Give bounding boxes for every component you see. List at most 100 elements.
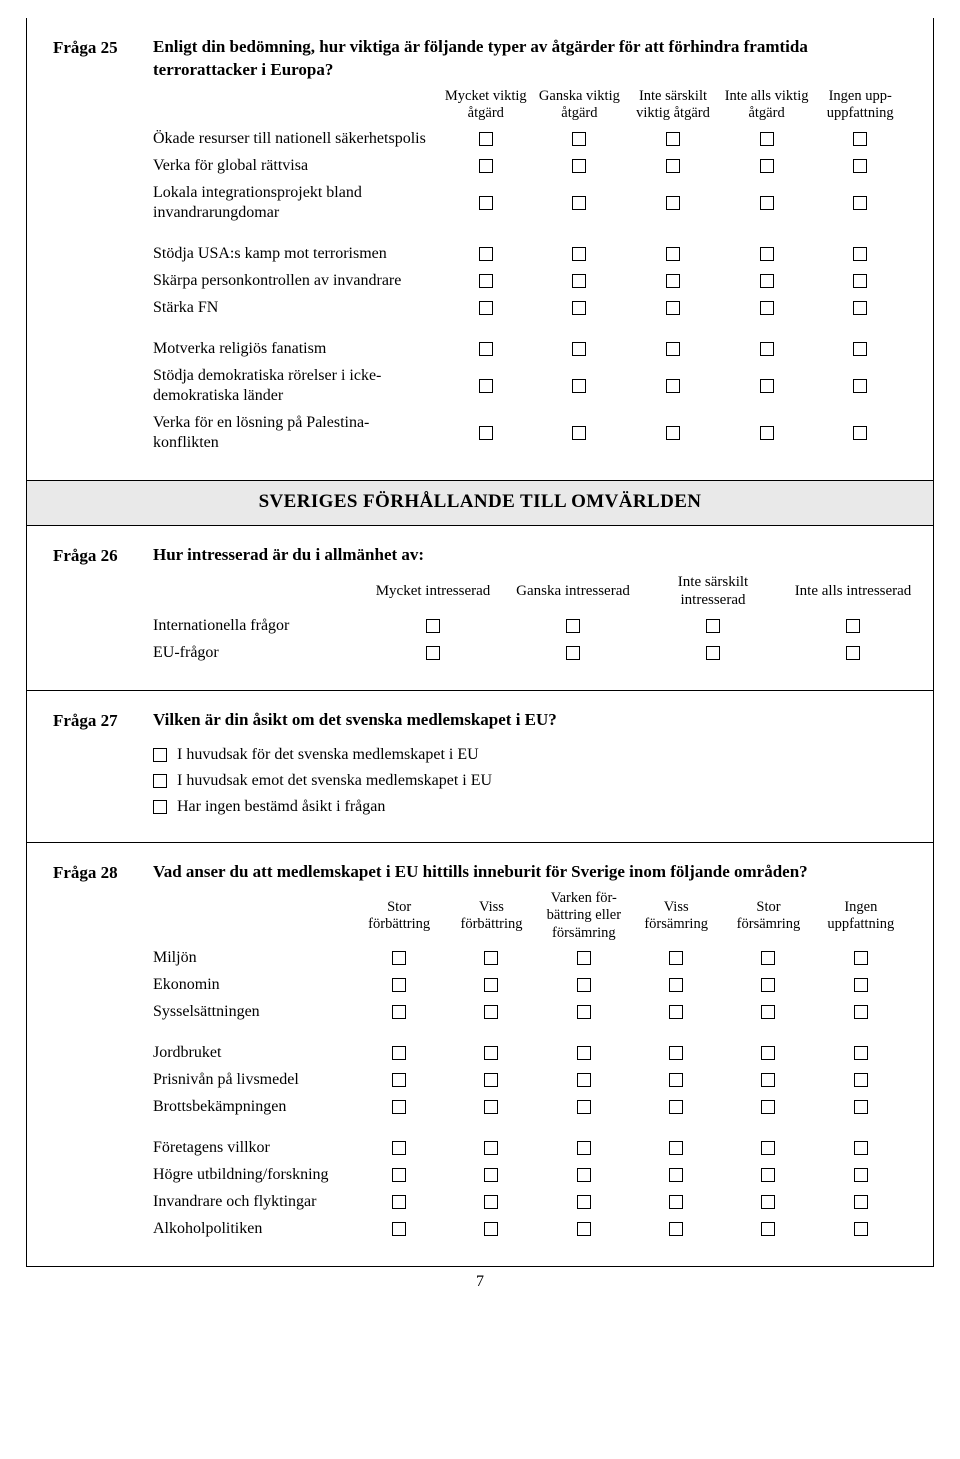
- checkbox[interactable]: [761, 1100, 775, 1114]
- checkbox[interactable]: [484, 1141, 498, 1155]
- checkbox[interactable]: [761, 1222, 775, 1236]
- checkbox[interactable]: [854, 978, 868, 992]
- checkbox[interactable]: [761, 951, 775, 965]
- checkbox[interactable]: [666, 247, 680, 261]
- checkbox[interactable]: [572, 342, 586, 356]
- checkbox[interactable]: [572, 274, 586, 288]
- checkbox[interactable]: [484, 1005, 498, 1019]
- checkbox[interactable]: [669, 1100, 683, 1114]
- checkbox[interactable]: [577, 1222, 591, 1236]
- checkbox[interactable]: [666, 274, 680, 288]
- checkbox[interactable]: [761, 978, 775, 992]
- checkbox[interactable]: [572, 301, 586, 315]
- checkbox[interactable]: [577, 1195, 591, 1209]
- checkbox[interactable]: [572, 247, 586, 261]
- checkbox[interactable]: [566, 619, 580, 633]
- checkbox[interactable]: [572, 379, 586, 393]
- checkbox[interactable]: [846, 619, 860, 633]
- checkbox[interactable]: [761, 1046, 775, 1060]
- checkbox[interactable]: [760, 342, 774, 356]
- checkbox[interactable]: [484, 978, 498, 992]
- checkbox[interactable]: [666, 196, 680, 210]
- checkbox[interactable]: [853, 132, 867, 146]
- checkbox[interactable]: [566, 646, 580, 660]
- checkbox[interactable]: [392, 1100, 406, 1114]
- checkbox[interactable]: [666, 342, 680, 356]
- checkbox[interactable]: [479, 342, 493, 356]
- checkbox[interactable]: [760, 379, 774, 393]
- checkbox[interactable]: [572, 159, 586, 173]
- checkbox[interactable]: [669, 978, 683, 992]
- checkbox[interactable]: [484, 1100, 498, 1114]
- checkbox[interactable]: [392, 1005, 406, 1019]
- checkbox[interactable]: [853, 196, 867, 210]
- checkbox[interactable]: [577, 1100, 591, 1114]
- checkbox[interactable]: [572, 196, 586, 210]
- checkbox[interactable]: [479, 426, 493, 440]
- checkbox[interactable]: [854, 1222, 868, 1236]
- checkbox[interactable]: [479, 301, 493, 315]
- checkbox[interactable]: [484, 1073, 498, 1087]
- checkbox[interactable]: [484, 951, 498, 965]
- checkbox[interactable]: [854, 1195, 868, 1209]
- checkbox[interactable]: [761, 1005, 775, 1019]
- checkbox[interactable]: [153, 774, 167, 788]
- checkbox[interactable]: [666, 301, 680, 315]
- checkbox[interactable]: [392, 1046, 406, 1060]
- checkbox[interactable]: [761, 1195, 775, 1209]
- checkbox[interactable]: [669, 1222, 683, 1236]
- checkbox[interactable]: [853, 247, 867, 261]
- checkbox[interactable]: [854, 951, 868, 965]
- checkbox[interactable]: [153, 748, 167, 762]
- checkbox[interactable]: [854, 1073, 868, 1087]
- checkbox[interactable]: [854, 1005, 868, 1019]
- checkbox[interactable]: [761, 1168, 775, 1182]
- checkbox[interactable]: [846, 646, 860, 660]
- checkbox[interactable]: [853, 301, 867, 315]
- checkbox[interactable]: [577, 1073, 591, 1087]
- checkbox[interactable]: [761, 1073, 775, 1087]
- checkbox[interactable]: [484, 1046, 498, 1060]
- checkbox[interactable]: [392, 1168, 406, 1182]
- checkbox[interactable]: [761, 1141, 775, 1155]
- checkbox[interactable]: [666, 159, 680, 173]
- checkbox[interactable]: [706, 646, 720, 660]
- checkbox[interactable]: [392, 951, 406, 965]
- checkbox[interactable]: [706, 619, 720, 633]
- checkbox[interactable]: [484, 1168, 498, 1182]
- checkbox[interactable]: [392, 1141, 406, 1155]
- checkbox[interactable]: [669, 1073, 683, 1087]
- checkbox[interactable]: [479, 196, 493, 210]
- checkbox[interactable]: [479, 247, 493, 261]
- checkbox[interactable]: [854, 1141, 868, 1155]
- checkbox[interactable]: [760, 159, 774, 173]
- checkbox[interactable]: [666, 426, 680, 440]
- checkbox[interactable]: [479, 274, 493, 288]
- checkbox[interactable]: [853, 274, 867, 288]
- checkbox[interactable]: [479, 132, 493, 146]
- checkbox[interactable]: [392, 1195, 406, 1209]
- checkbox[interactable]: [853, 342, 867, 356]
- checkbox[interactable]: [853, 426, 867, 440]
- checkbox[interactable]: [392, 1073, 406, 1087]
- checkbox[interactable]: [572, 132, 586, 146]
- checkbox[interactable]: [577, 951, 591, 965]
- checkbox[interactable]: [854, 1168, 868, 1182]
- checkbox[interactable]: [577, 1046, 591, 1060]
- checkbox[interactable]: [760, 426, 774, 440]
- checkbox[interactable]: [666, 132, 680, 146]
- checkbox[interactable]: [479, 159, 493, 173]
- checkbox[interactable]: [577, 1168, 591, 1182]
- checkbox[interactable]: [669, 1141, 683, 1155]
- checkbox[interactable]: [426, 646, 440, 660]
- checkbox[interactable]: [577, 1005, 591, 1019]
- checkbox[interactable]: [392, 978, 406, 992]
- checkbox[interactable]: [484, 1222, 498, 1236]
- checkbox[interactable]: [577, 978, 591, 992]
- checkbox[interactable]: [760, 196, 774, 210]
- checkbox[interactable]: [760, 247, 774, 261]
- checkbox[interactable]: [479, 379, 493, 393]
- checkbox[interactable]: [669, 1195, 683, 1209]
- checkbox[interactable]: [572, 426, 586, 440]
- checkbox[interactable]: [153, 800, 167, 814]
